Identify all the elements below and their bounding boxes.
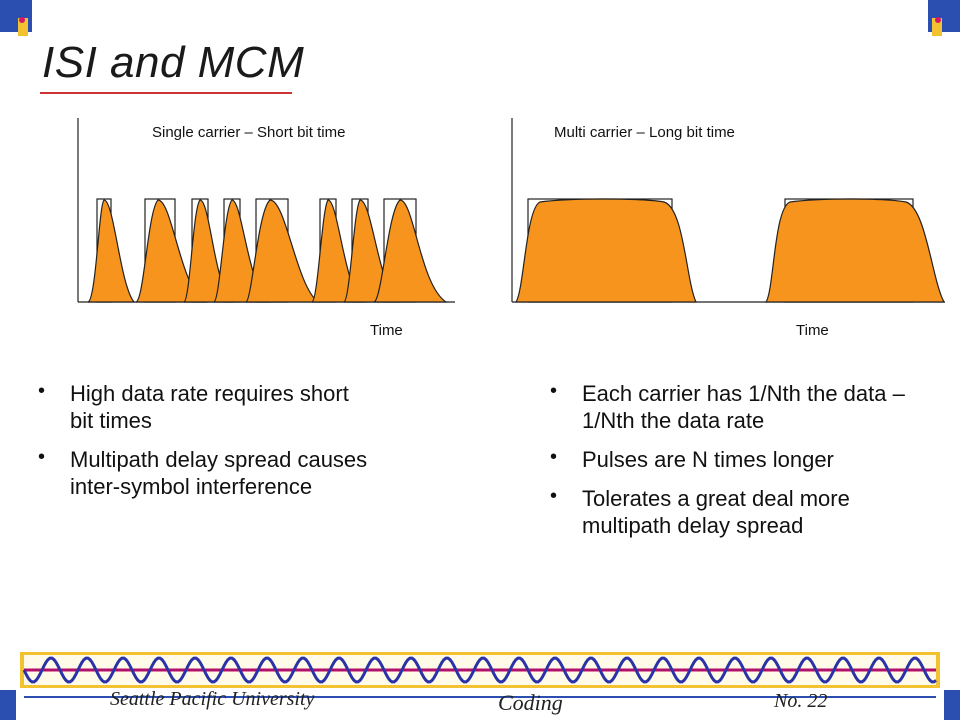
corner-decoration-top-left — [0, 0, 32, 36]
right-pulses — [514, 198, 946, 303]
left-bullet-list: High data rate requires short bit times … — [38, 378, 378, 512]
footer-subject: Coding — [498, 690, 563, 715]
title-underline — [40, 92, 292, 94]
right-panel-label: Multi carrier – Long bit time — [554, 124, 735, 141]
slide-title: ISI and MCM — [42, 38, 305, 87]
page-number: No. 22 — [774, 690, 828, 712]
left-axis-label: Time — [370, 322, 403, 339]
isi-mcm-diagram: Single carrier – Short bit time Time Mul… — [77, 118, 946, 339]
long-pulse — [764, 198, 946, 303]
corner-decoration-top-right — [928, 0, 960, 36]
corner-decoration-bottom-left — [0, 690, 16, 720]
footer-wave-band — [0, 652, 960, 720]
corner-decoration-bottom-right — [944, 690, 960, 720]
left-panel-label: Single carrier – Short bit time — [152, 124, 345, 141]
bullet-item: Multipath delay spread causes inter-symb… — [38, 444, 378, 500]
spread-pulse — [245, 199, 320, 303]
university-logo-text: Seattle Pacific University — [110, 688, 315, 710]
bullet-item: Tolerates a great deal more multipath de… — [550, 483, 930, 539]
bullet-item: Pulses are N times longer — [550, 444, 930, 473]
bullet-item: Each carrier has 1/Nth the data – 1/Nth … — [550, 378, 930, 434]
long-pulse — [514, 198, 697, 303]
bullet-item: High data rate requires short bit times — [38, 378, 378, 434]
footer-sine-wave — [22, 656, 937, 684]
spread-pulse — [373, 199, 449, 303]
spread-pulse — [87, 199, 136, 303]
right-bullet-list: Each carrier has 1/Nth the data – 1/Nth … — [550, 378, 930, 551]
right-axis-label: Time — [796, 322, 829, 339]
left-pulses — [87, 199, 449, 303]
